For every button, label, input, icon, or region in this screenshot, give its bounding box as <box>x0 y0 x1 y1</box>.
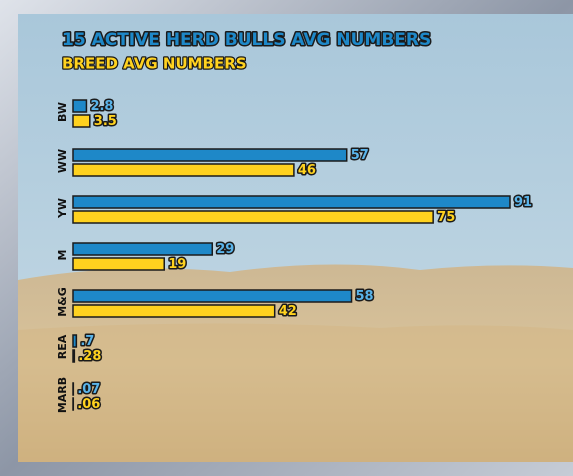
value-label: 57 <box>351 148 369 163</box>
bar <box>72 242 214 256</box>
category-label: M <box>56 250 69 261</box>
value-label: 58 <box>356 289 374 304</box>
bar <box>72 289 353 303</box>
bar <box>72 334 78 348</box>
bar <box>72 304 276 318</box>
category-label: M&G <box>56 287 69 317</box>
value-label: 42 <box>279 304 297 319</box>
value-label: .7 <box>80 334 94 349</box>
category-label: REA <box>56 334 69 359</box>
bar <box>72 163 295 177</box>
value-label: 19 <box>168 257 186 272</box>
bar <box>72 257 165 271</box>
series-heading: 15 ACTIVE HERD BULLS AVG NUMBERS <box>62 30 431 50</box>
value-label: 3.5 <box>94 114 117 129</box>
bar <box>72 99 88 113</box>
category-label: WW <box>56 149 69 173</box>
series-heading: BREED AVG NUMBERS <box>62 55 247 73</box>
value-label: .07 <box>77 382 100 397</box>
category-label: MARB <box>56 377 69 413</box>
bar <box>72 195 511 209</box>
value-label: 29 <box>216 242 234 257</box>
value-label: .06 <box>77 397 100 412</box>
value-label: 91 <box>514 195 532 210</box>
bar <box>72 148 348 162</box>
prairie-slope <box>18 323 573 462</box>
value-label: 46 <box>298 163 316 178</box>
bar <box>72 210 434 224</box>
bar <box>72 349 76 363</box>
value-label: 75 <box>437 210 455 225</box>
value-label: 2.8 <box>90 99 113 114</box>
bar <box>72 114 91 128</box>
value-label: .28 <box>78 349 101 364</box>
category-label: YW <box>56 198 69 219</box>
category-label: BW <box>56 102 69 122</box>
